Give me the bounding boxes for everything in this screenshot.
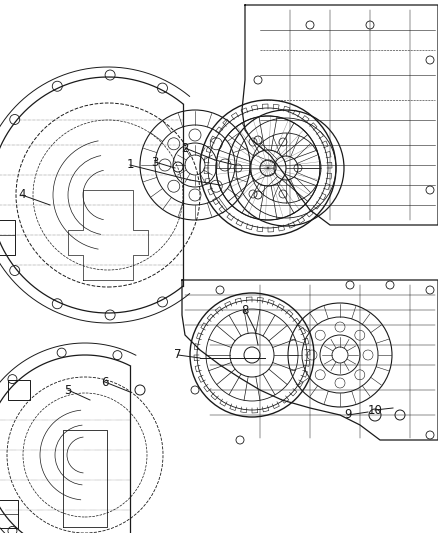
Text: 10: 10 xyxy=(367,403,382,416)
Text: 8: 8 xyxy=(241,303,249,317)
Text: 2: 2 xyxy=(181,141,189,155)
Text: 9: 9 xyxy=(344,408,352,422)
Text: 6: 6 xyxy=(101,376,109,389)
Text: 5: 5 xyxy=(64,384,72,397)
Text: 7: 7 xyxy=(174,349,182,361)
Text: 3: 3 xyxy=(151,156,159,168)
Text: 4: 4 xyxy=(18,189,26,201)
Text: 1: 1 xyxy=(126,158,134,172)
